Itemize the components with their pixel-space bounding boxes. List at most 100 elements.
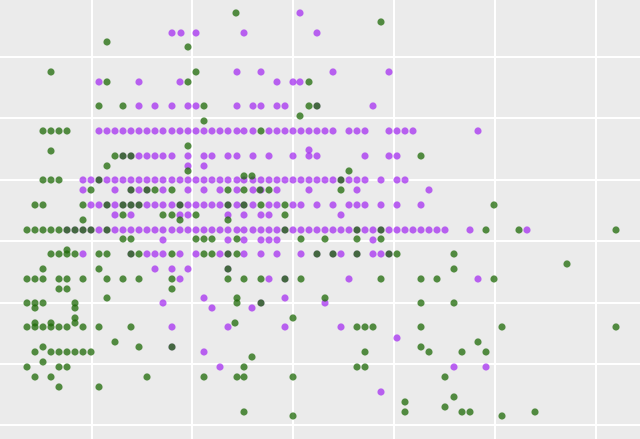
scatter-point bbox=[305, 78, 313, 86]
scatter-point bbox=[498, 412, 506, 420]
scatter-point bbox=[289, 412, 297, 420]
scatter-point bbox=[39, 299, 47, 307]
scatter-point bbox=[71, 250, 79, 258]
scatter-point bbox=[192, 226, 200, 234]
scatter-point bbox=[87, 348, 95, 356]
scatter-point bbox=[63, 127, 71, 135]
scatter-point bbox=[321, 226, 329, 234]
scatter-point bbox=[248, 172, 256, 180]
scatter-point bbox=[612, 226, 620, 234]
scatter-point bbox=[289, 176, 297, 184]
scatter-point bbox=[216, 226, 224, 234]
scatter-point bbox=[159, 299, 167, 307]
scatter-point bbox=[208, 176, 216, 184]
scatter-point bbox=[401, 176, 409, 184]
scatter-point bbox=[31, 348, 39, 356]
scatter-point bbox=[441, 403, 449, 411]
scatter-point bbox=[498, 323, 506, 331]
scatter-point bbox=[127, 176, 135, 184]
scatter-point bbox=[281, 102, 289, 110]
scatter-point bbox=[23, 323, 31, 331]
scatter-point bbox=[168, 127, 176, 135]
scatter-point bbox=[249, 226, 257, 234]
scatter-point bbox=[79, 323, 87, 331]
scatter-point bbox=[265, 152, 273, 160]
scatter-point bbox=[305, 146, 313, 154]
scatter-point bbox=[297, 235, 305, 243]
scatter-point bbox=[200, 250, 208, 258]
scatter-point bbox=[417, 299, 425, 307]
scatter-point bbox=[353, 176, 361, 184]
scatter-point bbox=[151, 186, 159, 194]
scatter-point bbox=[200, 235, 208, 243]
scatter-point bbox=[233, 152, 241, 160]
scatter-point bbox=[151, 152, 159, 160]
scatter-point bbox=[231, 319, 239, 327]
scatter-point bbox=[31, 373, 39, 381]
scatter-point bbox=[55, 383, 63, 391]
scatter-point bbox=[47, 323, 55, 331]
scatter-point bbox=[233, 176, 241, 184]
scatter-point bbox=[313, 226, 321, 234]
scatter-point bbox=[55, 226, 63, 234]
scatter-point bbox=[127, 235, 135, 243]
scatter-point bbox=[208, 226, 216, 234]
scatter-point bbox=[168, 29, 176, 37]
scatter-point bbox=[240, 236, 248, 244]
scatter-point bbox=[305, 102, 313, 110]
scatter-point bbox=[47, 348, 55, 356]
scatter-point bbox=[168, 152, 176, 160]
scatter-point bbox=[184, 226, 192, 234]
scatter-point bbox=[425, 348, 433, 356]
scatter-point bbox=[79, 226, 87, 234]
scatter-point bbox=[249, 201, 257, 209]
scatter-point bbox=[361, 176, 369, 184]
scatter-point bbox=[281, 211, 289, 219]
scatter-point bbox=[240, 275, 248, 283]
scatter-point bbox=[135, 78, 143, 86]
scatter-point bbox=[55, 363, 63, 371]
scatter-point bbox=[257, 127, 265, 135]
scatter-point bbox=[377, 201, 385, 209]
scatter-point bbox=[119, 127, 127, 135]
scatter-point bbox=[482, 348, 490, 356]
scatter-point bbox=[281, 323, 289, 331]
scatter-point bbox=[135, 275, 143, 283]
scatter-point bbox=[95, 265, 103, 273]
scatter-point bbox=[393, 152, 401, 160]
scatter-point bbox=[95, 176, 103, 184]
scatter-point bbox=[417, 152, 425, 160]
scatter-point bbox=[159, 127, 167, 135]
scatter-point bbox=[313, 152, 321, 160]
scatter-point bbox=[192, 176, 200, 184]
scatter-point bbox=[87, 226, 95, 234]
scatter-point bbox=[289, 226, 297, 234]
scatter-point bbox=[103, 226, 111, 234]
scatter-point bbox=[39, 127, 47, 135]
scatter-point bbox=[95, 250, 103, 258]
scatter-point bbox=[79, 348, 87, 356]
scatter-point bbox=[216, 363, 224, 371]
scatter-point bbox=[361, 323, 369, 331]
scatter-point bbox=[474, 127, 482, 135]
scatter-point bbox=[257, 226, 265, 234]
scatter-point bbox=[353, 127, 361, 135]
scatter-point bbox=[433, 275, 441, 283]
scatter-point bbox=[377, 388, 385, 396]
scatter-point bbox=[409, 226, 417, 234]
scatter-point bbox=[47, 226, 55, 234]
scatter-point bbox=[393, 127, 401, 135]
scatter-point bbox=[369, 250, 377, 258]
scatter-point bbox=[127, 226, 135, 234]
scatter-point bbox=[200, 201, 208, 209]
scatter-point bbox=[168, 275, 176, 283]
scatter-point bbox=[466, 408, 474, 416]
scatter-point bbox=[393, 201, 401, 209]
scatter-point bbox=[273, 201, 281, 209]
scatter-point bbox=[87, 186, 95, 194]
scatter-point bbox=[296, 78, 304, 86]
scatter-point bbox=[63, 275, 71, 283]
scatter-point bbox=[119, 211, 127, 219]
scatter-point bbox=[200, 294, 208, 302]
scatter-point bbox=[31, 304, 39, 312]
